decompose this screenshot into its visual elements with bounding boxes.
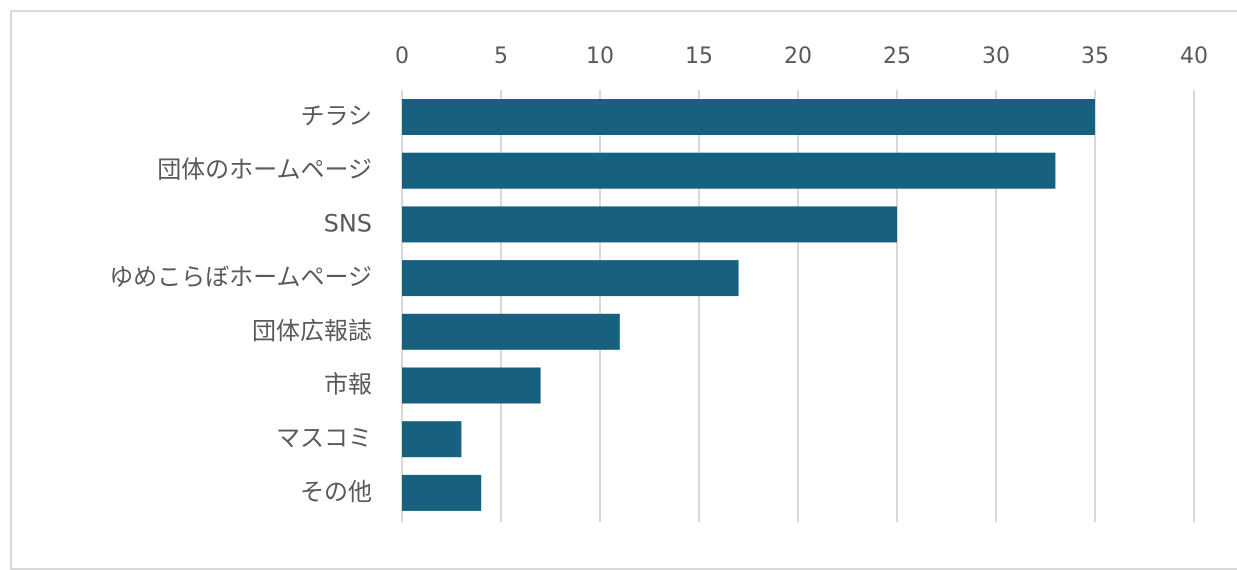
x-tick-label-20: 20 [784, 44, 812, 69]
bar-4 [402, 260, 739, 297]
category-label-1: チラシ [300, 102, 372, 130]
bars [402, 99, 1095, 511]
category-label-2: 団体のホームページ [157, 156, 372, 184]
bar-6 [402, 367, 541, 404]
x-tick-label-0: 0 [395, 44, 409, 69]
category-label-8: その他 [300, 478, 372, 506]
x-tick-label-10: 10 [586, 44, 614, 69]
bar-7 [402, 421, 462, 458]
bar-8 [402, 474, 482, 511]
bar-3 [402, 206, 897, 243]
x-tick-label-30: 30 [982, 44, 1010, 69]
bar-5 [402, 313, 620, 350]
category-label-4: ゆめこらぼホームページ [109, 263, 372, 291]
category-label-7: マスコミ [276, 424, 372, 452]
category-label-3: SNS [324, 209, 372, 237]
x-tick-label-40: 40 [1180, 44, 1208, 69]
x-tick-label-25: 25 [883, 44, 911, 69]
category-label-6: 市報 [324, 371, 372, 399]
x-tick-label-35: 35 [1081, 44, 1109, 69]
x-tick-label-5: 5 [494, 44, 508, 69]
category-label-5: 団体広報誌 [252, 317, 372, 345]
x-tick-label-15: 15 [685, 44, 713, 69]
bar-2 [402, 152, 1056, 189]
bar-1 [402, 99, 1095, 135]
x-axis-ticks: 0 5 10 15 20 25 30 35 40 [395, 44, 1208, 69]
